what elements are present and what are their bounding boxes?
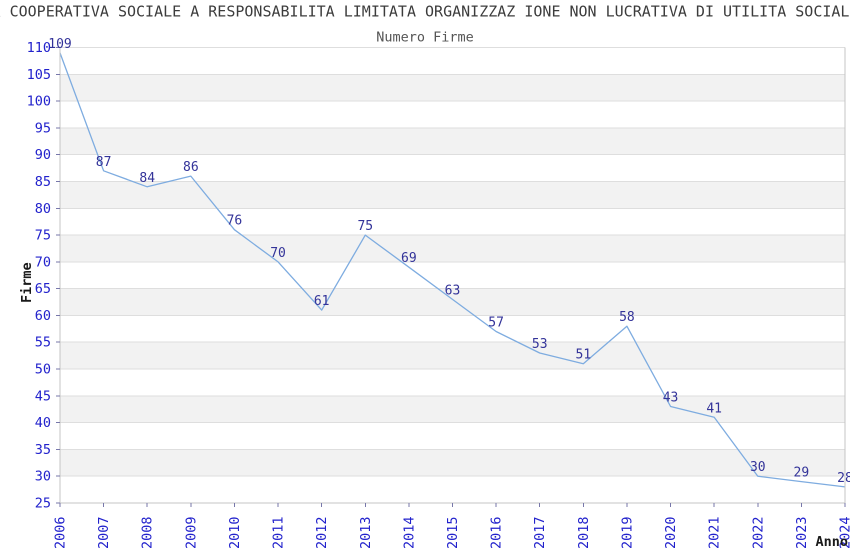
y-tick-label: 45 <box>35 388 51 404</box>
x-tick-label: 2024 <box>838 516 850 549</box>
data-label: 41 <box>706 401 722 416</box>
y-tick-label: 90 <box>35 147 51 163</box>
chart-subtitle: Numero Firme <box>376 30 474 46</box>
y-tick-label: 60 <box>35 308 51 324</box>
plot-band <box>60 181 845 209</box>
x-tick-label: 2019 <box>619 516 635 549</box>
y-tick-label: 110 <box>27 40 51 56</box>
data-label: 43 <box>663 391 679 406</box>
data-label: 69 <box>401 251 417 266</box>
data-label: 58 <box>619 310 635 325</box>
data-label: 53 <box>532 337 548 352</box>
data-label: 75 <box>357 219 373 234</box>
data-label: 63 <box>445 283 461 298</box>
x-tick-label: 2007 <box>96 516 112 549</box>
data-label: 76 <box>227 214 243 229</box>
plot-bands <box>60 74 845 477</box>
plot-band <box>60 235 845 262</box>
plot-band <box>60 288 845 316</box>
x-tick-label: 2014 <box>401 516 417 549</box>
data-label: 28 <box>837 471 850 486</box>
x-tick-label: 2016 <box>489 516 505 549</box>
gridlines <box>60 47 845 504</box>
data-label: 109 <box>48 37 71 52</box>
data-label: 61 <box>314 294 330 309</box>
x-tick-label: 2020 <box>663 516 679 549</box>
x-tick-label: 2013 <box>358 516 374 549</box>
x-tick-label: 2009 <box>183 516 199 549</box>
x-tick-label: 2022 <box>750 516 766 549</box>
y-tick-label: 105 <box>27 67 51 83</box>
y-axis-title: Firme <box>19 262 35 303</box>
y-tick-label: 35 <box>35 442 51 458</box>
y-tick-label: 70 <box>35 254 51 270</box>
data-label: 84 <box>139 171 155 186</box>
data-label: 51 <box>576 348 592 363</box>
data-label: 87 <box>96 155 112 170</box>
plot-band <box>60 342 845 370</box>
axes: 25 30 35 40 45 50 55 60 65 70 75 80 85 90 95 100 105 110 2… <box>27 40 850 549</box>
plot-band <box>60 74 845 102</box>
chart-title: A COOPERATIVA SOCIALE A RESPONSABILITA L… <box>0 3 850 21</box>
y-tick-label: 80 <box>35 201 51 217</box>
x-tick-label: 2008 <box>140 516 156 549</box>
x-tick-label: 2021 <box>707 516 723 549</box>
data-label: 70 <box>270 246 286 261</box>
x-tick-label: 2015 <box>445 516 461 549</box>
x-axis-title: Anno <box>815 534 848 550</box>
y-tick-label: 25 <box>35 496 51 512</box>
data-label: 86 <box>183 160 199 175</box>
y-tick-label: 65 <box>35 281 51 297</box>
y-tick-label: 40 <box>35 415 51 431</box>
series <box>59 52 846 488</box>
y-tick-label: 85 <box>35 174 51 190</box>
x-tick-label: 2018 <box>576 516 592 549</box>
y-tick-label: 75 <box>35 228 51 244</box>
data-labels: 109 87 84 86 76 70 61 75 69 63 57 53 51 58 43 41 30 29 28 <box>48 37 850 486</box>
x-tick-label: 2006 <box>53 516 69 549</box>
data-label: 57 <box>488 316 504 331</box>
y-tick-label: 95 <box>35 120 51 136</box>
series-line <box>59 52 846 488</box>
x-tick-label: 2017 <box>532 516 548 549</box>
plot-band <box>60 449 845 477</box>
y-tick-label: 50 <box>35 362 51 378</box>
x-tick-label: 2023 <box>794 516 810 549</box>
data-label: 30 <box>750 460 766 475</box>
y-tick-label: 55 <box>35 335 51 351</box>
plot-band <box>60 127 845 155</box>
x-tick-label: 2012 <box>314 516 330 549</box>
plot-band <box>60 395 845 423</box>
data-label: 29 <box>794 466 810 481</box>
x-tick-label: 2011 <box>271 516 287 549</box>
y-tick-label: 100 <box>27 94 51 110</box>
x-tick-label: 2010 <box>227 516 243 549</box>
y-tick-label: 30 <box>35 469 51 485</box>
